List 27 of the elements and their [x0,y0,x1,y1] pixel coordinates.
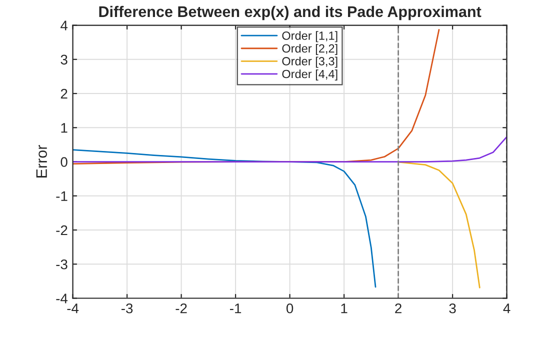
legend-label: Order [3,3] [282,56,338,68]
line-series [72,149,376,288]
x-tick-label: -2 [176,303,187,314]
y-tick-label: -3 [56,259,68,270]
x-tick-label: 2 [395,303,402,314]
y-tick-label: -1 [56,191,68,201]
line-series [398,161,480,288]
legend-label: Order [1,1] [282,31,338,42]
x-tick-label: 0 [286,303,294,314]
legend-label: Order [2,2] [282,44,338,55]
y-tick-label: 1 [61,123,68,133]
y-tick-label: 3 [60,54,68,65]
x-tick-label: 1 [341,304,348,314]
chart-title: Difference Between exp(x) and its Pade Approximant [99,6,482,20]
x-tick-label: -4 [67,304,79,314]
line-series [72,136,507,162]
x-tick-label: 3 [449,303,456,314]
y-axis-title: Error [36,145,48,178]
y-tick-label: 0 [60,157,68,167]
y-tick-label: -4 [56,294,68,304]
y-tick-label: 2 [60,88,68,99]
legend-label: Order [4,4] [282,70,338,81]
x-tick-label: -3 [121,303,133,314]
y-tick-label: 4 [60,20,68,30]
x-tick-label: -1 [230,304,242,314]
x-tick-label: 4 [503,304,510,314]
y-tick-label: -2 [56,225,68,236]
